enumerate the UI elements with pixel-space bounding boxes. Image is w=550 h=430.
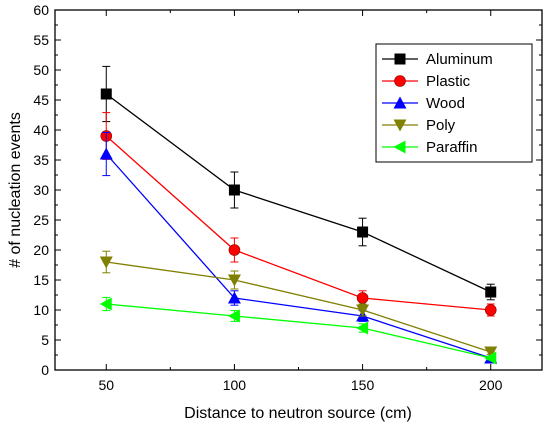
y-tick-label: 35 xyxy=(33,152,49,168)
data-point-poly xyxy=(484,346,498,359)
x-tick-label: 200 xyxy=(479,377,503,393)
data-point-plastic xyxy=(484,304,497,316)
legend-label-aluminum: Aluminum xyxy=(426,51,493,68)
series-aluminum xyxy=(100,65,497,301)
legend: Aluminum Plastic Wood Poly Paraffin xyxy=(375,43,533,163)
y-tick-label: 5 xyxy=(41,332,49,348)
legend-marker-wood xyxy=(393,96,407,109)
data-point-poly xyxy=(99,256,113,269)
data-point-poly xyxy=(227,274,241,287)
y-tick-label: 40 xyxy=(33,122,49,138)
legend-label-paraffin: Paraffin xyxy=(426,139,477,156)
series-line-plastic xyxy=(105,135,491,311)
legend-marker-paraffin xyxy=(393,140,406,154)
series-layer xyxy=(99,65,498,365)
y-tick-label: 20 xyxy=(33,242,49,258)
legend-marker-aluminum xyxy=(394,53,406,65)
legend-label-wood: Wood xyxy=(426,95,465,112)
series-line-wood xyxy=(105,153,491,359)
x-tick-label: 100 xyxy=(223,377,247,393)
series-paraffin xyxy=(99,296,497,365)
legend-marker-plastic xyxy=(394,75,406,87)
legend-label-poly: Poly xyxy=(426,117,456,134)
data-point-plastic xyxy=(228,244,241,256)
y-tick-label: 10 xyxy=(33,302,49,318)
x-axis-title: Distance to neutron source (cm) xyxy=(184,405,412,422)
y-tick-label: 15 xyxy=(33,272,49,288)
series-line-poly xyxy=(106,261,491,353)
legend-marker-poly xyxy=(393,119,407,132)
x-tick-label: 50 xyxy=(98,377,114,393)
y-tick-label: 60 xyxy=(33,2,49,18)
data-point-aluminum xyxy=(100,88,112,100)
series-line-paraffin xyxy=(106,303,491,359)
data-point-wood xyxy=(99,147,113,160)
data-point-wood xyxy=(227,291,241,304)
data-point-paraffin xyxy=(227,309,240,323)
data-point-aluminum xyxy=(228,184,240,196)
data-point-aluminum xyxy=(357,226,369,238)
y-axis-title: # of nucleation events xyxy=(7,112,24,268)
series-line-aluminum xyxy=(105,93,492,293)
data-point-paraffin xyxy=(484,351,497,365)
y-tick-label: 55 xyxy=(33,32,49,48)
data-point-paraffin xyxy=(99,297,112,311)
y-tick-label: 25 xyxy=(33,212,49,228)
legend-label-plastic: Plastic xyxy=(426,73,471,90)
x-tick-label: 150 xyxy=(351,377,375,393)
y-tick-label: 0 xyxy=(41,362,49,378)
y-tick-label: 45 xyxy=(33,92,49,108)
data-point-poly xyxy=(356,304,370,317)
series-plastic xyxy=(100,112,497,317)
data-point-plastic xyxy=(356,292,369,304)
data-point-paraffin xyxy=(356,321,369,335)
axes: 0 5 10 15 20 25 30 35 40 45 50 55 60 50 100 150 200 xyxy=(33,2,542,393)
data-point-aluminum xyxy=(485,286,497,298)
y-tick-label: 50 xyxy=(33,62,49,78)
y-tick-label: 30 xyxy=(33,182,49,198)
series-poly xyxy=(99,250,498,359)
